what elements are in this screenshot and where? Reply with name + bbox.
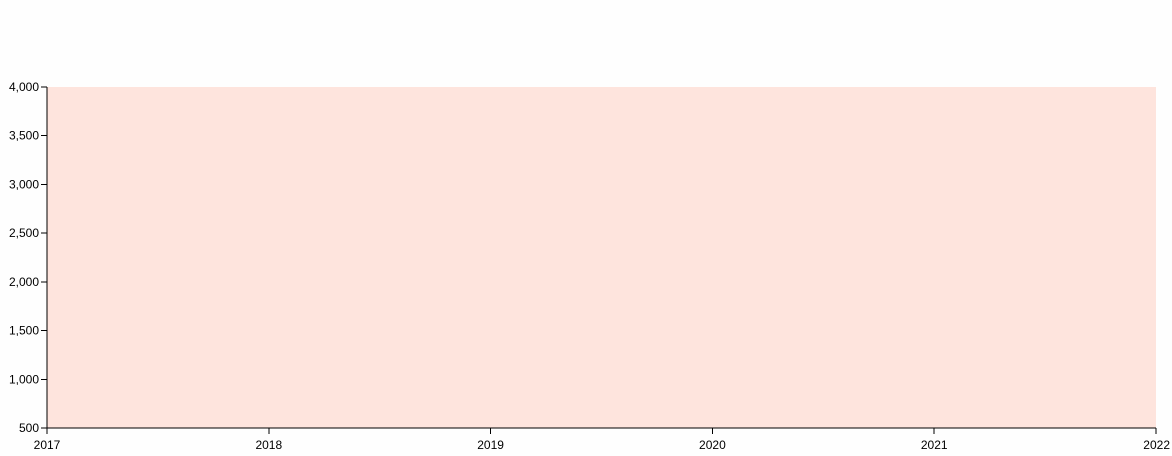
y-tick-label: 1,500 xyxy=(9,324,39,338)
y-tick-label: 3,500 xyxy=(9,129,39,143)
y-axis: 500 1,000 1,500 2,000 2,500 3,000 3,500 4,000 xyxy=(9,80,48,435)
x-axis: 2017 2018 2019 2020 2021 2022 xyxy=(34,427,1170,452)
x-tick-label: 2019 xyxy=(477,438,504,452)
y-tick-label: 1,000 xyxy=(9,372,39,386)
y-tick-label: 3,000 xyxy=(9,177,39,191)
y-tick-label: 500 xyxy=(19,421,39,435)
y-tick-label: 2,500 xyxy=(9,226,39,240)
area-series-0 xyxy=(47,87,1156,428)
x-tick-label: 2022 xyxy=(1143,438,1170,452)
y-tick-label: 2,000 xyxy=(9,275,39,289)
x-tick-label: 2021 xyxy=(921,438,948,452)
plot-area xyxy=(47,87,1156,428)
y-tick-label: 4,000 xyxy=(9,80,39,94)
x-tick-label: 2017 xyxy=(34,438,61,452)
x-tick-label: 2020 xyxy=(699,438,726,452)
x-tick-label: 2018 xyxy=(255,438,282,452)
